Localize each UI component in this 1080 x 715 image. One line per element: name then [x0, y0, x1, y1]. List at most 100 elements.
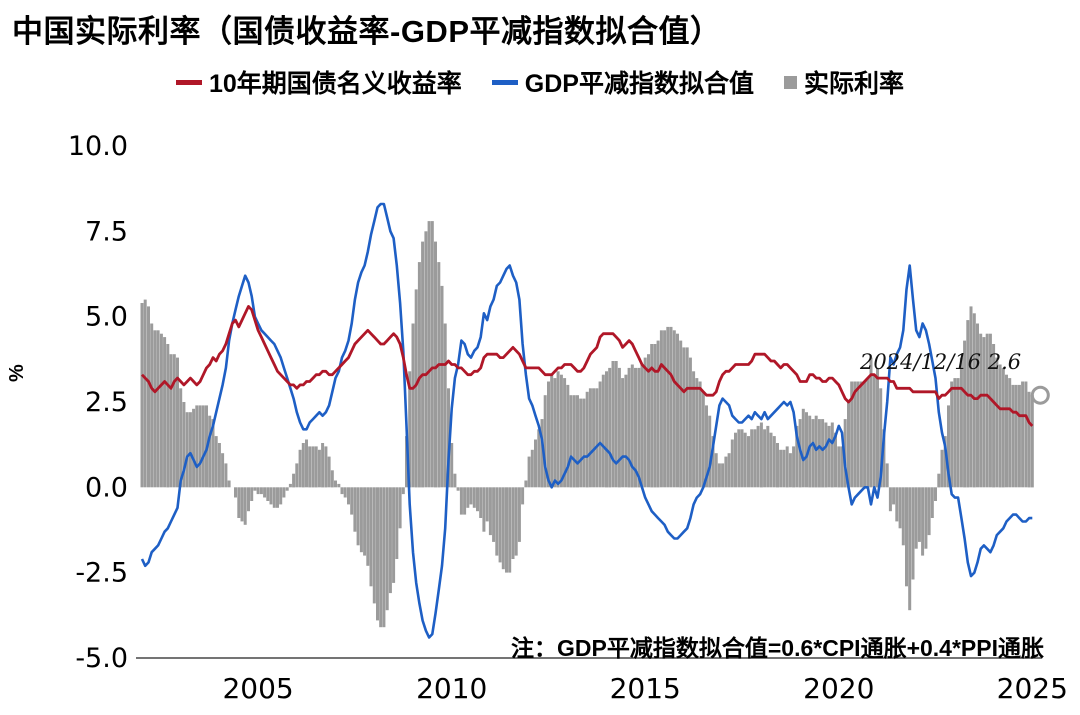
real-rate-bar	[856, 381, 860, 488]
x-tick-label: 2025	[997, 672, 1068, 705]
real-rate-bar	[1011, 384, 1015, 488]
real-rate-bar	[443, 323, 447, 488]
real-rate-bar	[240, 487, 244, 522]
real-rate-bar	[895, 487, 899, 522]
annotation-last-value: 2024/12/16 2.6	[860, 350, 1022, 374]
real-rate-bar	[776, 443, 779, 488]
real-rate-bar	[482, 487, 486, 532]
real-rate-bar	[327, 456, 331, 488]
real-rate-bar	[517, 487, 521, 542]
real-rate-bar	[888, 487, 892, 512]
real-rate-bar	[972, 313, 976, 488]
real-rate-bar	[824, 422, 828, 488]
real-rate-bar	[492, 487, 496, 542]
real-rate-bar	[259, 487, 263, 495]
real-rate-bar	[476, 487, 479, 512]
legend-label-real-rate: 实际利率	[803, 70, 904, 98]
real-rate-bar	[424, 231, 428, 488]
legend-label-gdp-deflator: GDP平减指数拟合值	[524, 70, 754, 98]
real-rate-bar	[734, 432, 737, 488]
real-rate-bar	[963, 340, 967, 488]
real-rate-bar	[582, 398, 586, 488]
real-rate-bar	[382, 487, 386, 628]
real-rate-bar	[521, 487, 525, 505]
real-rate-bar	[540, 419, 544, 488]
real-rate-bar	[692, 371, 696, 488]
real-rate-bar	[305, 439, 308, 488]
real-rate-bar	[195, 405, 199, 488]
real-rate-bar	[992, 344, 996, 488]
y-tick-label: -2.5	[75, 558, 128, 589]
real-rate-bar	[566, 384, 570, 488]
real-rate-bar	[1024, 381, 1028, 488]
real-rate-bar	[834, 432, 837, 488]
real-rate-bar	[959, 357, 963, 488]
real-rate-bar	[253, 487, 257, 491]
real-rate-bar	[837, 446, 841, 488]
real-rate-bar	[601, 374, 605, 488]
x-tick-label: 2005	[222, 672, 293, 705]
real-rate-bar	[669, 326, 673, 488]
real-rate-bar	[730, 439, 734, 488]
real-rate-bar	[308, 446, 312, 488]
real-rate-bar	[647, 354, 650, 488]
real-rate-bar	[453, 473, 457, 488]
real-rate-bar	[163, 337, 167, 488]
real-rate-bar	[414, 289, 418, 488]
real-rate-bar	[637, 367, 641, 488]
real-rate-bar	[421, 241, 425, 488]
real-rate-bar	[321, 443, 325, 488]
real-rate-bar	[759, 422, 763, 488]
real-rate-bar	[914, 487, 918, 549]
real-rate-bar	[221, 453, 225, 488]
real-rate-bar	[863, 381, 867, 488]
real-rate-bar	[640, 364, 644, 488]
real-rate-bar	[656, 340, 660, 488]
real-rate-bar	[779, 449, 783, 488]
real-rate-bar	[701, 391, 705, 488]
real-rate-bar	[234, 487, 237, 498]
x-tick-label: 2010	[416, 672, 487, 705]
real-rate-bar	[821, 419, 825, 488]
real-rate-bar	[956, 378, 960, 488]
real-rate-bar	[340, 487, 344, 495]
real-rate-bar	[695, 378, 699, 488]
real-rate-bar	[792, 446, 796, 488]
real-rate-bar	[585, 391, 589, 488]
real-rate-bar	[650, 344, 654, 488]
real-rate-bar	[659, 330, 663, 488]
real-rate-bar	[850, 381, 854, 488]
real-rate-bar	[711, 436, 715, 488]
real-rate-bar	[392, 487, 396, 583]
y-tick-label: 2.5	[85, 387, 128, 418]
real-rate-bar	[317, 449, 321, 488]
real-rate-bar	[343, 487, 347, 498]
real-rate-bar	[859, 381, 863, 488]
real-rate-bar	[737, 429, 741, 488]
real-rate-bar	[679, 340, 683, 488]
real-rate-bar	[269, 487, 273, 505]
real-rate-bar	[272, 487, 276, 508]
x-tick-label: 2015	[610, 672, 681, 705]
real-rate-bar	[156, 330, 160, 488]
real-rate-bar	[469, 487, 473, 505]
real-rate-bar	[614, 361, 618, 488]
real-rate-bar	[159, 333, 163, 488]
real-rate-bar	[924, 487, 928, 549]
real-rate-bar	[550, 374, 554, 488]
real-rate-bar	[508, 487, 512, 573]
real-rate-bar	[934, 487, 937, 501]
real-rate-bar	[595, 388, 599, 488]
legend-item-gdp-deflator: GDP平减指数拟合值	[491, 64, 754, 100]
real-rate-bar	[488, 487, 492, 536]
real-rate-bar	[150, 323, 154, 488]
real-rate-bar	[369, 487, 373, 587]
real-rate-bar	[727, 453, 731, 488]
real-rate-bar	[440, 285, 444, 488]
real-rate-bar	[947, 405, 950, 488]
real-rate-bar	[192, 408, 196, 488]
real-rate-bar	[456, 487, 460, 491]
real-rate-bar	[217, 443, 221, 488]
real-rate-bar	[998, 364, 1002, 488]
real-rate-bar	[405, 436, 408, 488]
